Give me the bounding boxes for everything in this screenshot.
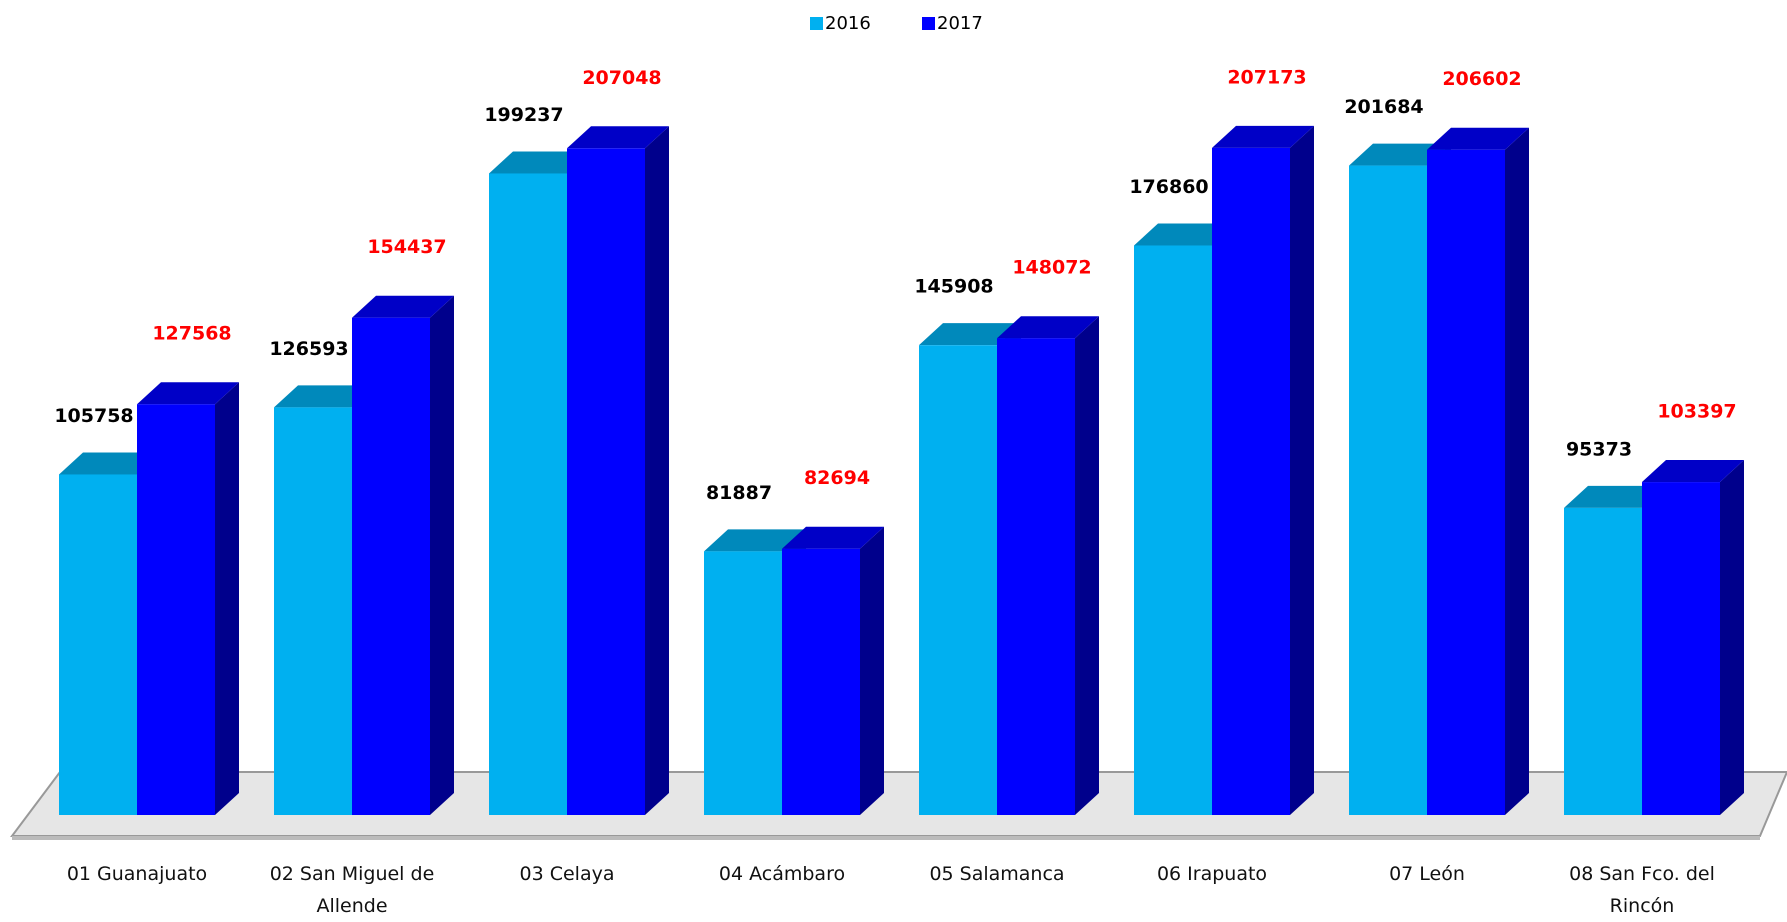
bar-top [489, 151, 591, 174]
bar [567, 148, 645, 816]
bar-side [1505, 127, 1529, 815]
data-label: 126593 [269, 338, 348, 360]
legend-swatch [922, 17, 935, 30]
data-label: 154437 [367, 236, 446, 258]
x-tick-label: 06 Irapuato [1156, 863, 1268, 885]
x-tick-label: 08 San Fco. del Rincón [1569, 863, 1715, 917]
data-label: 82694 [804, 467, 870, 489]
bar [1212, 147, 1290, 815]
bar-top [1134, 223, 1236, 246]
x-tick-label: 05 Salamanca [929, 863, 1065, 885]
floor-edge [12, 836, 1760, 840]
bar-top [704, 529, 806, 552]
data-label: 207173 [1227, 66, 1306, 88]
data-label: 148072 [1012, 257, 1091, 279]
bar-top [919, 323, 1021, 346]
bar [919, 345, 997, 815]
x-tick-label: 01 Guanajuato [66, 863, 208, 885]
data-label: 207048 [582, 67, 661, 89]
bar [1134, 245, 1212, 815]
data-label: 176860 [1129, 176, 1208, 198]
bar-top [1642, 460, 1744, 483]
bar-side [215, 382, 239, 815]
data-label: 95373 [1566, 438, 1632, 460]
data-label: 199237 [484, 104, 563, 126]
bar [1427, 149, 1505, 815]
data-label: 206602 [1442, 68, 1521, 90]
data-label: 145908 [914, 276, 993, 298]
bar-top [567, 126, 669, 149]
bar [997, 338, 1075, 815]
bar [1642, 482, 1720, 815]
x-tick-label: 07 León [1389, 863, 1465, 885]
bar-top [782, 526, 884, 549]
bar [489, 173, 567, 816]
bar-top [352, 295, 454, 318]
legend-label: 2016 [825, 13, 871, 34]
bar-top [1427, 127, 1529, 150]
data-label: 201684 [1344, 96, 1423, 118]
bar-top [137, 382, 239, 405]
bar-top [59, 452, 161, 475]
bar [1349, 165, 1427, 815]
data-label: 81887 [706, 482, 772, 504]
bar [274, 407, 352, 815]
data-label: 127568 [152, 323, 231, 345]
bar [1564, 507, 1642, 815]
legend-label: 2017 [937, 13, 983, 34]
bar [137, 404, 215, 815]
bar-top [1212, 125, 1314, 148]
bar-top [1564, 485, 1666, 508]
bar [59, 474, 137, 815]
bar [704, 551, 782, 815]
bar-top [1349, 143, 1451, 166]
bar-side [1290, 125, 1314, 815]
bar [782, 548, 860, 815]
x-tick-label: 03 Celaya [519, 863, 615, 885]
bar-top [997, 316, 1099, 339]
x-tick-label: 04 Acámbaro [718, 863, 846, 885]
bar-side [430, 295, 454, 815]
data-label: 103397 [1657, 401, 1736, 423]
legend-swatch [810, 17, 823, 30]
data-label: 105758 [54, 405, 133, 427]
bar-top [274, 385, 376, 408]
bar-side [645, 126, 669, 816]
bar-side [1075, 316, 1099, 815]
x-tick-label: 02 San Miguel de Allende [269, 863, 435, 917]
bar-side [860, 526, 884, 815]
bar-side [1720, 460, 1744, 815]
bar [352, 317, 430, 815]
